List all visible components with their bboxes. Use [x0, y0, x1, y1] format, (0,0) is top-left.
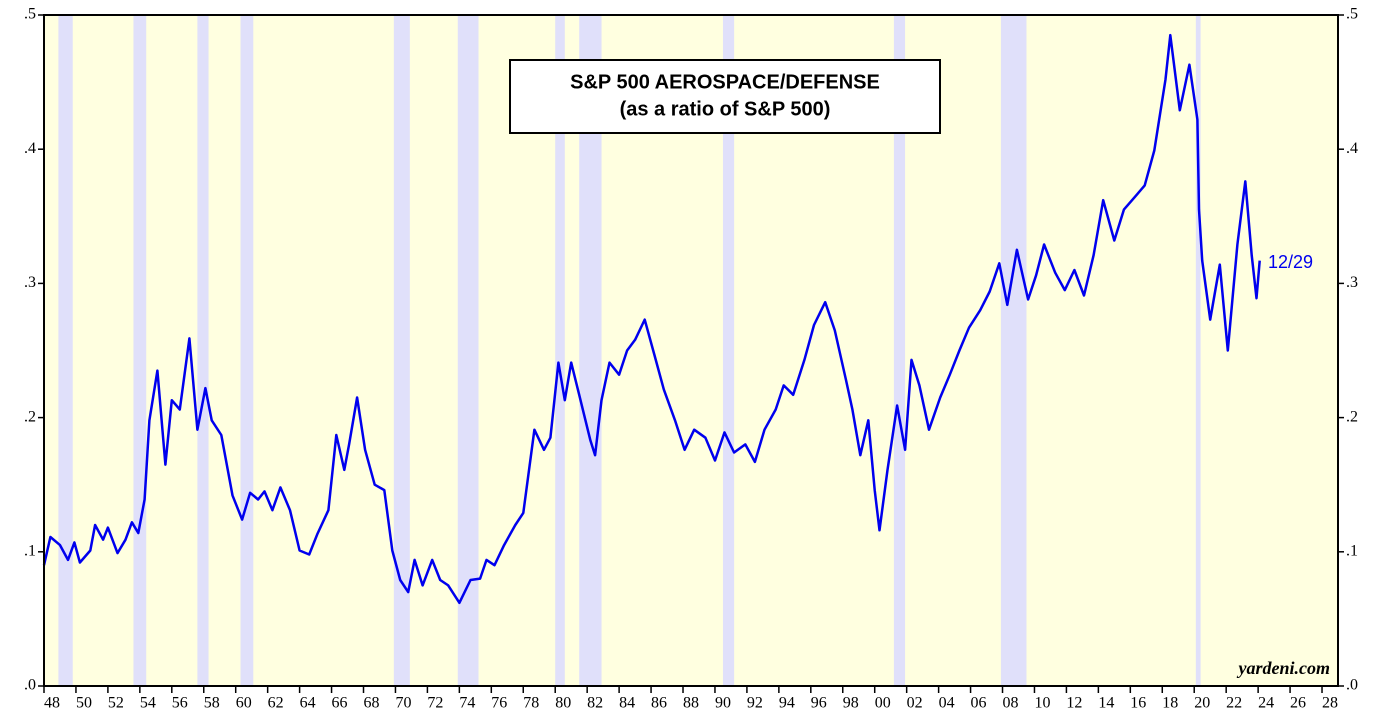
x-tick-label: 00: [875, 695, 891, 712]
x-tick-label: 10: [1034, 695, 1050, 712]
y-tick-label-right: .1: [1346, 542, 1358, 559]
x-tick-label: 52: [108, 695, 124, 712]
recession-band: [457, 15, 479, 686]
x-tick-label: 66: [332, 695, 348, 712]
x-tick-label: 12: [1066, 695, 1082, 712]
x-tick-label: 74: [459, 695, 475, 712]
y-tick-label: .3: [24, 274, 36, 291]
x-tick-label: 50: [76, 695, 92, 712]
x-tick-label: 86: [651, 695, 667, 712]
x-tick-label: 56: [172, 695, 188, 712]
x-tick-label: 90: [715, 695, 731, 712]
x-tick-label: 06: [971, 695, 987, 712]
x-tick-label: 68: [363, 695, 379, 712]
y-tick-label: .4: [24, 140, 36, 157]
recession-band: [197, 15, 209, 686]
y-tick-label-right: .0: [1346, 677, 1358, 694]
x-tick-label: 82: [587, 695, 603, 712]
x-tick-label: 98: [843, 695, 859, 712]
x-tick-label: 54: [140, 695, 156, 712]
chart-title: S&P 500 AEROSPACE/DEFENSE: [570, 71, 880, 93]
x-tick-label: 72: [427, 695, 443, 712]
recession-band: [393, 15, 410, 686]
x-tick-label: 16: [1130, 695, 1146, 712]
title-box: [509, 59, 941, 134]
last-date-label: 12/29: [1268, 252, 1313, 272]
recession-band: [722, 15, 735, 686]
x-tick-label: 58: [204, 695, 220, 712]
x-tick-label: 60: [236, 695, 252, 712]
x-tick-label: 28: [1322, 695, 1338, 712]
x-tick-label: 14: [1098, 695, 1114, 712]
recession-band: [58, 15, 73, 686]
x-tick-label: 26: [1290, 695, 1306, 712]
x-tick-label: 18: [1162, 695, 1178, 712]
x-tick-label: 92: [747, 695, 763, 712]
plot-frame: [43, 14, 1339, 687]
x-tick-label: 48: [44, 695, 60, 712]
y-tick-label: .1: [24, 542, 36, 559]
y-tick-label-right: .4: [1346, 140, 1358, 157]
chart-subtitle: (as a ratio of S&P 500): [620, 98, 831, 120]
y-tick-label-right: .2: [1346, 408, 1358, 425]
x-tick-label: 20: [1194, 695, 1210, 712]
x-tick-label: 24: [1258, 695, 1274, 712]
x-tick-label: 76: [491, 695, 507, 712]
x-tick-label: 88: [683, 695, 699, 712]
x-tick-label: 02: [907, 695, 923, 712]
recession-band: [579, 15, 602, 686]
x-tick-label: 04: [939, 695, 955, 712]
x-tick-label: 80: [555, 695, 571, 712]
recession-band: [240, 15, 254, 686]
y-tick-label-right: .5: [1346, 6, 1358, 23]
recession-band: [893, 15, 906, 686]
data-line: [42, 33, 1261, 605]
x-tick-label: 78: [523, 695, 539, 712]
x-tick-label: 62: [268, 695, 284, 712]
recession-band: [1000, 15, 1027, 686]
y-tick-label-right: .3: [1346, 274, 1358, 291]
x-tick-label: 84: [619, 695, 635, 712]
y-tick-label: .0: [24, 677, 36, 694]
x-tick-label: 08: [1003, 695, 1019, 712]
x-tick-label: 22: [1226, 695, 1242, 712]
source-label: yardeni.com: [1237, 658, 1331, 678]
recession-band: [1195, 15, 1201, 686]
x-tick-label: 96: [811, 695, 827, 712]
marks-group: [42, 33, 1261, 605]
recession-band: [555, 15, 565, 686]
x-tick-label: 94: [779, 695, 795, 712]
recession-band: [133, 15, 147, 686]
y-tick-label: .5: [24, 6, 36, 23]
x-tick-label: 64: [300, 695, 316, 712]
y-tick-label: .2: [24, 408, 36, 425]
x-tick-label: 70: [395, 695, 411, 712]
